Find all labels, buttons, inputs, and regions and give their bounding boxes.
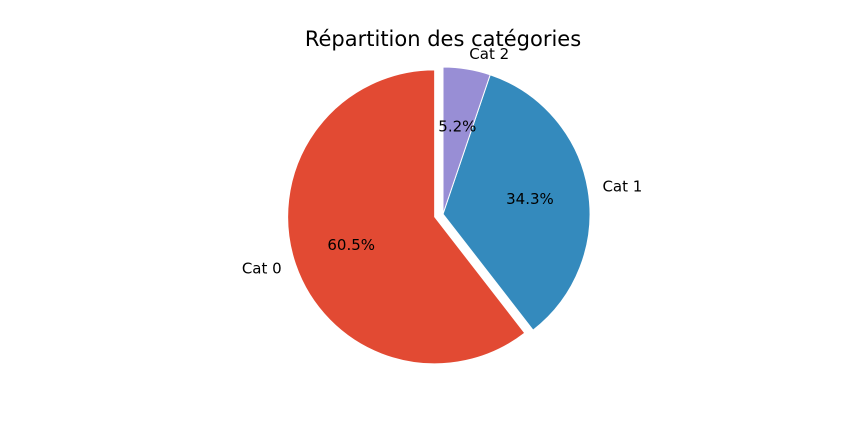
pie-labels: Cat 0 60.5% Cat 1 34.3% Cat 2 5.2% bbox=[242, 45, 643, 278]
chart-title: Répartition des catégories bbox=[305, 27, 581, 51]
pie-slices bbox=[287, 66, 591, 365]
slice-percent-cat-0: 60.5% bbox=[327, 236, 375, 254]
slice-label-cat-2: Cat 2 bbox=[469, 45, 509, 63]
pie-slice-cat-2 bbox=[442, 66, 491, 215]
pie-slice-cat-1 bbox=[442, 74, 591, 331]
slice-percent-cat-2: 5.2% bbox=[438, 117, 476, 135]
slice-label-cat-0: Cat 0 bbox=[242, 260, 282, 278]
slice-label-cat-1: Cat 1 bbox=[602, 178, 642, 196]
pie-slice-cat-0 bbox=[287, 69, 526, 365]
slice-percent-cat-1: 34.3% bbox=[506, 190, 554, 208]
